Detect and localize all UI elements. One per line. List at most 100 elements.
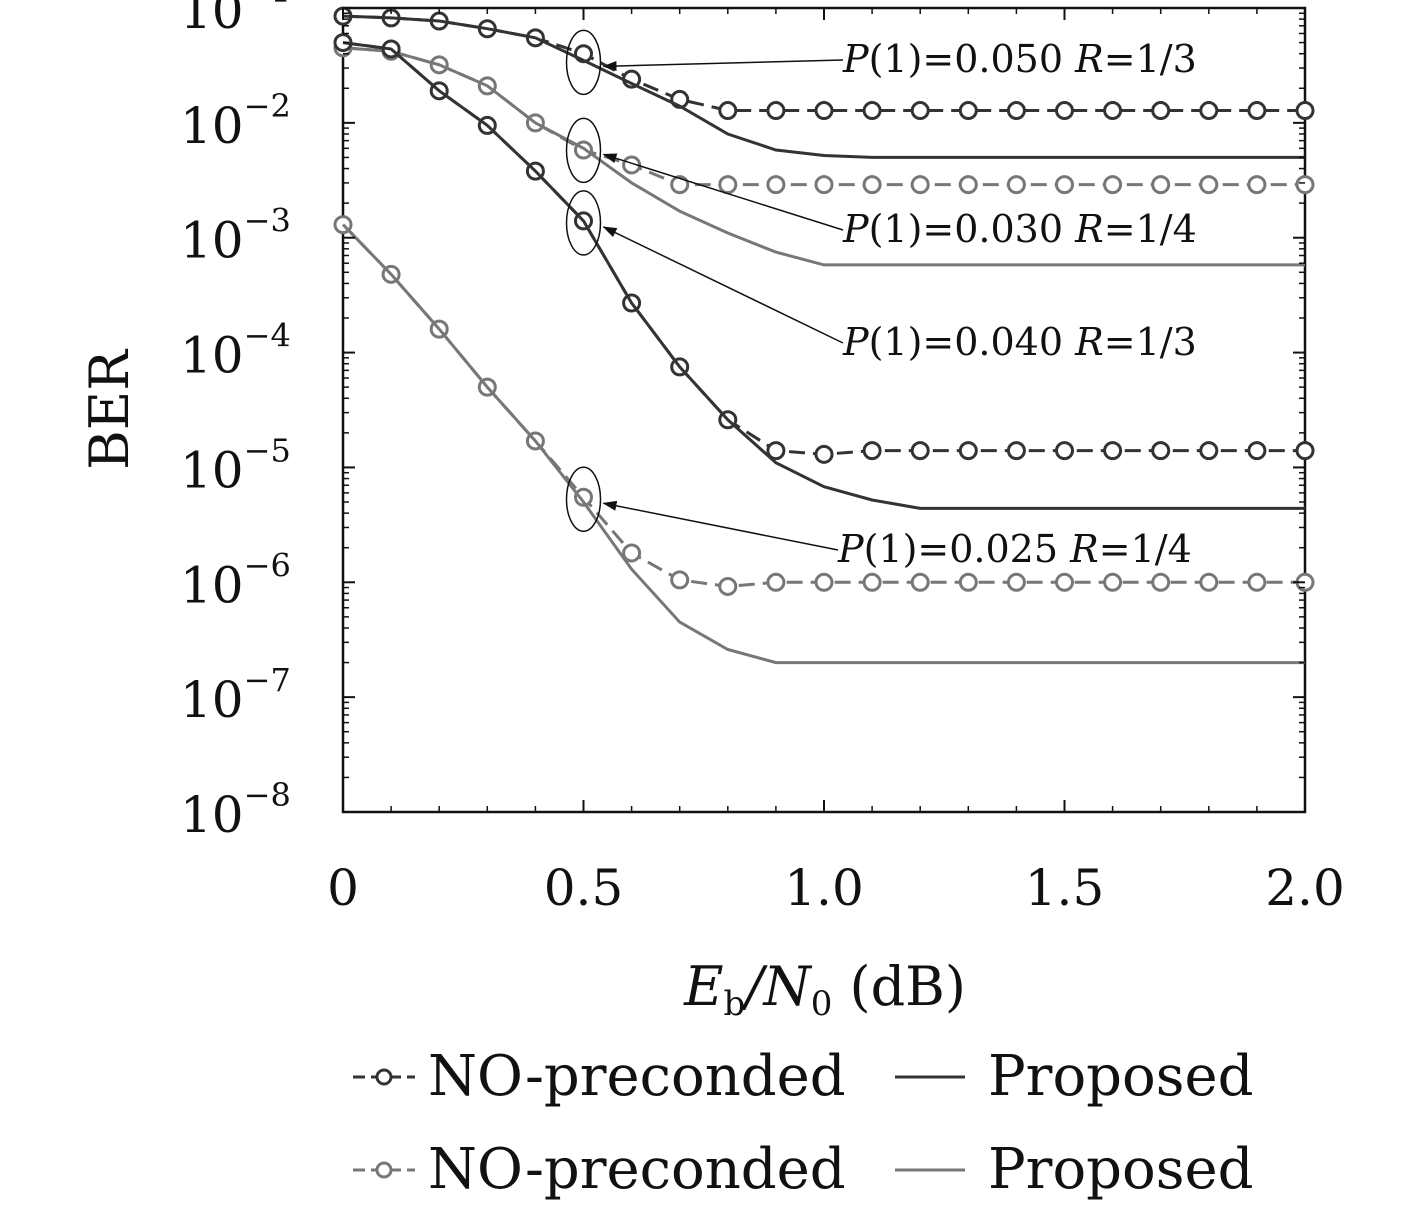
series-marker [910, 101, 930, 121]
series-marker [1055, 441, 1074, 461]
series-group [333, 6, 1315, 665]
series-marker [1247, 572, 1267, 592]
y-tick-label: 10−6 [180, 546, 291, 614]
annotation-ellipse [565, 190, 602, 256]
annotation-ellipse [565, 29, 602, 96]
series-marker [670, 570, 690, 590]
series-marker [1055, 572, 1074, 592]
x-tick-label: 1.5 [1025, 859, 1105, 917]
annotation-label: P(1)=0.025 R=1/4 [837, 527, 1192, 571]
series-marker [814, 572, 834, 592]
series-marker [1295, 175, 1315, 195]
annotation-arrow [602, 59, 844, 72]
series-marker [1006, 572, 1026, 592]
series-marker [766, 175, 786, 195]
series-marker [1151, 572, 1171, 592]
series-marker [958, 175, 978, 195]
series-marker [1055, 175, 1074, 195]
series-marker [718, 101, 738, 121]
series-marker [1055, 101, 1074, 121]
series-marker [1103, 101, 1123, 121]
x-tick-label: 1.0 [784, 859, 864, 917]
series-line-7 [341, 223, 1305, 665]
series-marker [1151, 175, 1171, 195]
series-line-3 [342, 46, 1305, 267]
series-marker [958, 572, 978, 592]
legend-marker [375, 1161, 393, 1179]
annotation-label: P(1)=0.030 R=1/4 [842, 207, 1197, 251]
series-marker [1199, 175, 1219, 195]
series-marker [910, 441, 930, 461]
series-marker [1006, 441, 1026, 461]
series-marker [910, 175, 930, 195]
x-tick-label: 2.0 [1265, 859, 1345, 917]
series-marker [862, 441, 882, 461]
x-axis-title-slash: /N [740, 955, 812, 1018]
series-marker [1247, 175, 1267, 195]
legend-label: NO-preconded [428, 1137, 846, 1202]
series-marker [1103, 441, 1123, 461]
series-marker [766, 101, 786, 121]
y-tick-label: 10−1 [180, 0, 291, 40]
y-tick-label: 10−8 [180, 776, 291, 844]
y-tick-label: 10−4 [180, 317, 291, 385]
legend-label: Proposed [988, 1137, 1253, 1202]
series-marker [718, 175, 738, 195]
y-tick-label: 10−2 [180, 87, 291, 155]
series-marker [1295, 101, 1315, 121]
series-marker [910, 572, 930, 592]
series-line-0 [342, 14, 1305, 112]
series-marker [670, 175, 690, 195]
series-marker [1103, 572, 1123, 592]
series-marker [1103, 175, 1123, 195]
x-tick-label: 0.5 [544, 859, 624, 917]
x-axis-title-unit: (dB) [832, 955, 966, 1018]
series-marker [1295, 441, 1315, 461]
series-marker [1006, 175, 1026, 195]
series-marker [622, 543, 642, 563]
series-line-5 [342, 41, 1305, 510]
y-tick-label: 10−3 [180, 202, 291, 270]
y-axis-title: BER [78, 349, 141, 470]
series-marker [718, 576, 738, 596]
series-marker [1151, 441, 1171, 461]
series-marker [1199, 572, 1219, 592]
series-marker [766, 572, 786, 592]
annotation-label: P(1)=0.050 R=1/3 [842, 37, 1197, 81]
x-axis-title-e: E [683, 955, 723, 1018]
annotation-arrow [602, 153, 844, 231]
series-marker [1247, 101, 1267, 121]
series-marker [1199, 441, 1219, 461]
x-tick-label: 0 [327, 859, 359, 917]
series-line-1 [342, 14, 1305, 159]
series-marker [574, 487, 593, 507]
series-marker [814, 101, 834, 121]
series-marker [958, 441, 978, 461]
legend-label: NO-preconded [428, 1044, 846, 1109]
series-marker [622, 155, 642, 175]
annotation-ellipse [565, 466, 602, 532]
legend-label: Proposed [988, 1044, 1253, 1109]
series-marker [814, 444, 834, 464]
series-marker [814, 175, 834, 195]
legend: NO-preconded Proposed NO-preconded Proposed [353, 1044, 1253, 1202]
series-marker [862, 572, 882, 592]
annotation-arrow [602, 226, 844, 344]
x-axis-title-sub-b: b [724, 984, 746, 1024]
annotation-group: P(1)=0.050 R=1/3 P(1)=0.030 R=1/4 P(1)=0.0… [565, 29, 1197, 571]
x-axis-title: Eb/N0 (dB) [683, 955, 966, 1024]
y-tick-label: 10−7 [180, 661, 291, 729]
annotation-label: P(1)=0.040 R=1/3 [842, 320, 1197, 364]
axis-group: 10−1 10−2 10−3 10−4 10−5 10−6 10−7 10−8 0 0.5 1.0 1… [180, 0, 1345, 917]
series-marker [1006, 101, 1026, 121]
series-marker [1151, 101, 1171, 121]
x-axis-title-sub-0: 0 [811, 984, 833, 1024]
annotation-arrow [602, 500, 839, 551]
annotation-ellipse [565, 117, 602, 184]
y-tick-label: 10−5 [180, 431, 291, 499]
series-marker [862, 101, 882, 121]
series-marker [1199, 101, 1219, 121]
series-marker [958, 101, 978, 121]
legend-marker [375, 1068, 393, 1086]
